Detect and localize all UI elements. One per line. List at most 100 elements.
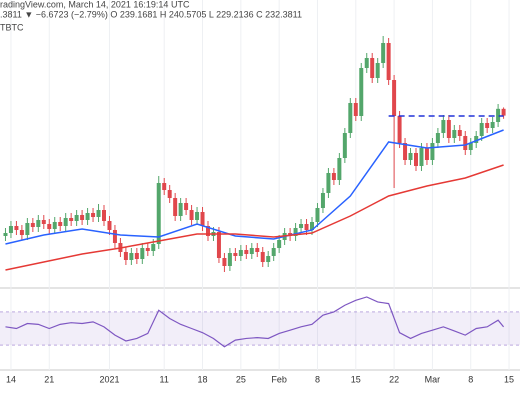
candle-body [112,230,117,243]
candle-body [299,224,304,228]
candle-body [479,123,484,136]
x-tick-label: 8 [315,374,320,384]
x-tick-label: 8 [468,374,473,384]
candle-body [74,215,79,221]
candle-body [200,212,205,226]
candle-body [452,130,457,138]
x-tick-label: 2021 [99,374,119,384]
candle-body [370,58,375,78]
candle-body [359,68,364,116]
candle-body [102,210,106,221]
candle-body [260,252,265,262]
symbol-label: TBTC [0,22,24,32]
candle-body [167,190,172,198]
candle-body [419,148,424,166]
candle-body [244,250,249,254]
candle-body [414,153,418,166]
candle-body [403,143,408,160]
candle-body [129,253,134,260]
candle-body [25,223,30,235]
x-tick-label: 25 [236,374,246,384]
candle-body [326,173,331,193]
candle-body [331,173,336,180]
candle-body [227,253,232,266]
candle-body [19,230,24,235]
candle-body [134,253,139,259]
candle-body [392,80,397,116]
candle-body [189,210,194,220]
candle-body [348,103,353,133]
candle-body [463,136,468,150]
candle-body [184,203,189,210]
candle-body [52,222,57,229]
candle-body [140,248,145,259]
candle-body [36,220,41,227]
candle-body [397,116,402,143]
candle-body [63,218,68,226]
candle-body [96,210,101,217]
candle-body [310,222,314,230]
candle-body [249,248,254,254]
candle-body [315,208,320,222]
x-tick-label: 21 [44,374,54,384]
rsi-line [5,296,505,348]
moving-average-line [5,164,504,271]
candle-body [485,123,490,128]
candle-body [468,143,473,150]
rsi-band [0,311,520,346]
candle-body [386,43,391,80]
candle-body [490,122,495,128]
candle-body [8,226,13,233]
candle-body [375,63,380,78]
x-tick-label: 15 [504,374,514,384]
candle-body [14,226,19,230]
x-tick-label: 22 [389,374,399,384]
x-tick-label: Feb [271,374,287,384]
candle-body [266,256,271,262]
header-source: radingView.com, March 14, 2021 16:19:14 … [0,0,190,9]
candle-body [271,248,276,256]
candle-body [320,193,325,208]
candle-body [446,120,451,138]
candle-body [342,133,347,158]
moving-average-line [5,129,504,245]
candle-body [222,258,227,266]
candle-body [424,148,429,160]
candle-body [496,108,501,122]
x-tick-label: 18 [198,374,208,384]
candle-body [238,250,243,256]
candle-body [430,143,435,160]
x-tick-label: 14 [6,374,16,384]
x-tick-label: 11 [160,374,169,384]
candle-body [501,108,506,116]
candle-body [216,232,221,258]
x-tick-label: 15 [351,374,361,384]
candle-body [156,183,161,244]
header-ohlc: .3811 ▼ −6.6723 (−2.79%) O 239.1681 H 24… [0,9,302,19]
candle-body [107,221,112,230]
candle-body [441,120,446,133]
candle-body [30,223,35,227]
candle-body [277,240,282,248]
candle-body [80,215,85,220]
candle-body [233,253,238,256]
candle-body [41,220,46,224]
candle-body [162,183,167,190]
candle-body [435,133,440,143]
candle-body [457,130,462,136]
candle-body [304,224,309,230]
candle-body [255,248,260,252]
grid-layer [0,0,520,370]
candle-body [85,213,90,220]
candle-body [195,212,200,220]
marks-layer [3,36,506,348]
candle-body [145,248,150,251]
candle-body [337,158,342,180]
candle-body [381,43,386,63]
candle-body [91,213,96,217]
candle-body [69,218,74,221]
candle-body [173,198,178,216]
candle-body [58,222,63,226]
candle-body [474,136,479,143]
